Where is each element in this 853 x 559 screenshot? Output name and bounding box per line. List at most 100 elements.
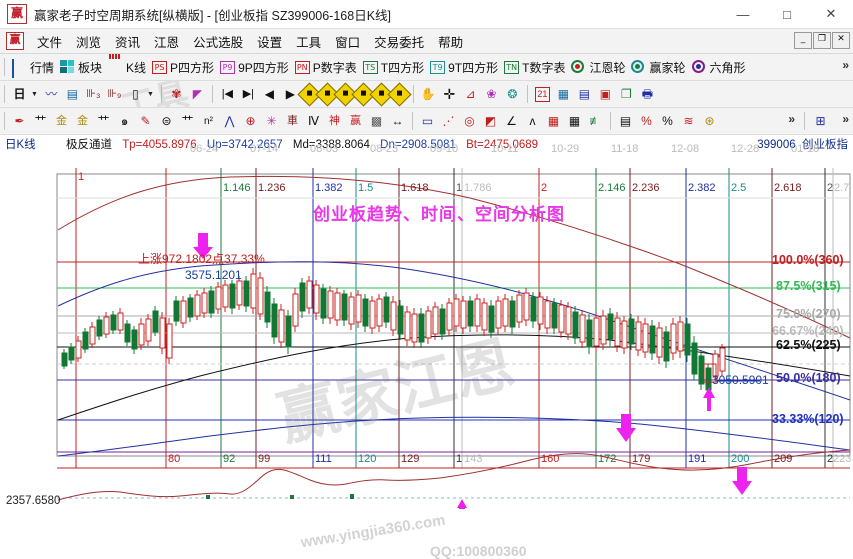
draw-pct-eq[interactable]: ≋ [678,113,699,130]
tool-calendar[interactable]: 21 [532,86,553,103]
toolbar-t-square[interactable]: TS T四方形 [360,58,427,77]
minimize-button[interactable]: — [736,6,750,22]
tool-flag[interactable]: ◤ [187,86,208,103]
draw-parallel[interactable]: ≢ [585,113,606,130]
draw-gold-circle[interactable]: ⊛ [699,113,720,130]
tool-crosshair[interactable]: ✛ [439,86,460,103]
draw-rect[interactable]: ▭ [417,113,438,130]
toolbar-p-square[interactable]: PS P四方形 [149,58,217,77]
draw-width[interactable]: ↔ [387,113,408,130]
menu-tools[interactable]: 工具 [296,35,322,50]
tool-notes[interactable]: ▤ [574,86,595,103]
menu-settings[interactable]: 设置 [257,35,283,50]
menu-formula-stock-pick[interactable]: 公式选股 [193,35,244,50]
measure-icon: ⊿ [465,86,476,101]
toolbar-gann-wheel[interactable]: 江恩轮 [568,58,628,77]
chevron-down-icon[interactable]: ▼ [31,90,38,98]
mdi-close-button[interactable]: ✕ [832,32,850,49]
chart-canvas[interactable]: 06-24 07-14 08-03 08-23 09-10 10-11 10-2… [0,143,853,559]
toolbar-9t-square[interactable]: T9 9T四方形 [427,58,501,77]
draw-grid-2[interactable]: 艹 [177,113,198,130]
toolbar-t-number-table[interactable]: TN T数字表 [501,58,568,77]
draw-wave[interactable]: Ⅳ [303,113,324,130]
draw-pct-line[interactable]: % [636,113,657,130]
tool-next[interactable]: ▶ [280,86,301,103]
toolbar-quotes[interactable]: 行情 [9,58,57,78]
toolbar-sector[interactable]: 板块 [57,58,105,77]
draw-n-squared[interactable]: n² [198,113,219,130]
tool-report[interactable]: ▤ [62,86,83,103]
pct-line-icon: % [641,113,652,128]
tool-diamond-6[interactable] [387,81,412,107]
tool-candle[interactable]: ▯ ▼ [125,86,157,103]
maximize-button[interactable]: □ [783,6,791,22]
draw-box[interactable]: 車 [282,113,303,130]
menu-gann[interactable]: 江恩 [154,35,180,50]
tool-first[interactable]: |◀ [217,86,238,103]
draw-ladder[interactable]: ▤ [615,113,636,130]
menu-browse[interactable]: 浏览 [76,35,102,50]
draw-gann-fan[interactable]: 艹 [30,113,51,130]
close-button[interactable]: ✕ [825,6,837,21]
drawing-toolbar-overflow-button-2[interactable]: » [842,112,849,126]
tool-table[interactable]: ▦ [553,86,574,103]
mdi-restore-button[interactable]: ❐ [813,32,831,49]
menu-file[interactable]: 文件 [37,35,63,50]
tool-period[interactable]: 日 ▼ [9,86,41,103]
draw-pen[interactable]: ✒ [9,113,30,130]
hexagon-icon [691,59,707,75]
mdi-minimize-button[interactable]: _ [794,32,812,49]
tool-save[interactable]: ▣ [595,86,616,103]
draw-gold-2[interactable]: 金 [72,113,93,130]
tool-bars-3[interactable]: ⊪₃ [83,86,104,103]
toolbar-overflow-button[interactable]: » [842,58,849,72]
gold-grid-icon: 金 [56,114,67,127]
draw-fan-box[interactable]: ◩ [480,113,501,130]
toolbar-p-number-table[interactable]: PN P数字表 [292,58,360,77]
draw-zigzag[interactable]: ᴧ [522,113,543,130]
mdi-window-controls: _ ❐ ✕ [794,32,850,49]
comb-icon: 艹 [97,113,110,128]
tool-draw[interactable]: ✾ [166,86,187,103]
toolbar-9p-square[interactable]: P9 9P四方形 [217,58,292,77]
toolbar-winner-wheel[interactable]: 赢家轮 [628,58,688,77]
tool-bars-9[interactable]: ⊪₉ [104,86,125,103]
draw-fan-circle[interactable]: ◎ [459,113,480,130]
draw-spiral[interactable]: ๑ [114,113,135,130]
draw-cell[interactable]: ⊞ [810,113,831,130]
tool-hand[interactable]: ✋ [418,86,439,103]
tool-brain[interactable]: ❂ [502,86,523,103]
toolbar-kline[interactable]: K线 [105,54,149,77]
drawing-toolbar-overflow-button[interactable]: » [788,112,795,126]
draw-fan-red[interactable]: ⋰ [438,113,459,130]
draw-percent[interactable]: % [657,113,678,130]
draw-pen-2[interactable]: ✎ [135,113,156,130]
menu-news[interactable]: 资讯 [115,35,141,50]
tool-print[interactable]: 🖶 [637,86,658,103]
draw-shen[interactable]: 神 [324,113,345,130]
draw-comb[interactable]: 艹 [93,113,114,130]
toolbar-hexagon[interactable]: 六角形 [689,58,749,77]
draw-gold-1[interactable]: 金 [51,113,72,130]
draw-lines[interactable]: ∠ [501,113,522,130]
draw-star[interactable]: ✳ [261,113,282,130]
draw-mesh[interactable]: ▩ [366,113,387,130]
tool-copy[interactable]: ❐ [616,86,637,103]
tool-last[interactable]: ▶| [238,86,259,103]
tool-scribble[interactable]: 〰 [41,86,62,103]
circle-grid-icon: ⊜ [161,113,172,128]
menu-window[interactable]: 窗口 [335,35,361,50]
draw-grid-red[interactable]: ▦ [543,113,564,130]
draw-angle[interactable]: ⋀ [219,113,240,130]
draw-circle-grid[interactable]: ⊜ [156,113,177,130]
draw-ying[interactable]: 赢 [345,113,366,130]
tool-prev[interactable]: ◀ [259,86,280,103]
tool-paint[interactable]: ❀ [481,86,502,103]
menu-trade-order[interactable]: 交易委托 [374,35,425,50]
draw-grid-black[interactable]: ▦ [564,113,585,130]
tool-measure[interactable]: ⊿ [460,86,481,103]
toolbar-separator [610,112,611,130]
chevron-down-icon[interactable]: ▼ [146,90,154,98]
draw-target[interactable]: ⊕ [240,113,261,130]
menu-help[interactable]: 帮助 [438,35,464,50]
